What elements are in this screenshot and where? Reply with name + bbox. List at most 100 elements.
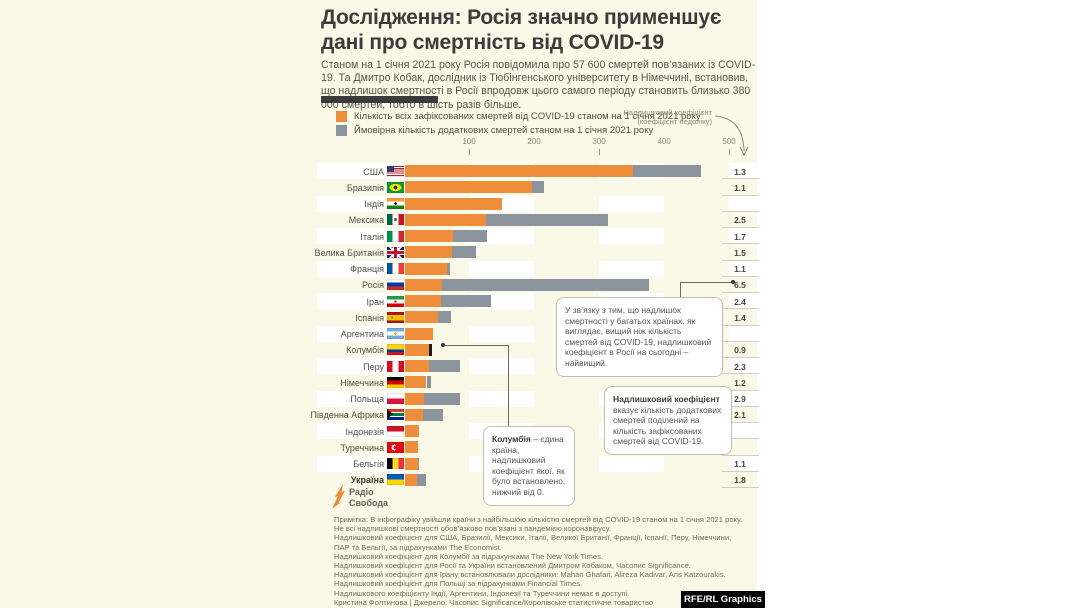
note-line: Надлишковий коефіцієнт для Польщі за під… [334, 579, 583, 589]
excess-deaths-bar [423, 392, 460, 405]
br-flag-icon [387, 181, 404, 193]
recorded-deaths-bar [405, 425, 420, 437]
excess-coefficient-value: 1.2 [734, 377, 746, 388]
excess-coefficient-value: 6.5 [734, 280, 746, 291]
country-label: Мексика [348, 215, 384, 226]
ru-flag-icon [387, 279, 404, 291]
id-flag-icon [387, 425, 404, 437]
russia-callout-connector [680, 282, 681, 298]
coefficient-divider [722, 292, 759, 293]
country-label: Перу [363, 361, 384, 372]
colombia-callout: Колумбія – єдина країна, надлишковий кое… [483, 426, 575, 506]
ar-flag-icon [387, 328, 404, 339]
recorded-deaths-bar [405, 213, 487, 226]
chart-row: Південна Африка 2.1 [310, 407, 759, 423]
us-flag-icon [387, 165, 404, 177]
chart-row: Колумбія 0.9 [317, 342, 759, 358]
axis-tick-label: 300 [592, 137, 606, 146]
title-divider [321, 96, 438, 103]
coefficient-divider [722, 308, 759, 310]
legend-item: Ймовірна кількість додаткових смертей ст… [336, 124, 701, 136]
axis-tick-mark [599, 149, 600, 155]
excess-coefficient-value: 1.5 [734, 247, 746, 258]
coefficient-arrow-icon [714, 115, 749, 157]
gb-flag-icon [387, 246, 404, 258]
country-label: Бельгія [353, 459, 384, 469]
recorded-deaths-bar [405, 230, 454, 242]
coefficient-definition-body: вказує кількість додаткових смертей поді… [613, 404, 722, 447]
axis-tick-label: 100 [462, 137, 476, 146]
chart-row: Україна 1.8 [317, 472, 759, 488]
chart-row: Індія [317, 195, 759, 212]
excess-deaths-bar [437, 311, 451, 324]
note-line: Не всі надлишкові смертності обов’язково… [334, 524, 611, 534]
coefficient-divider [722, 357, 759, 358]
coefficient-divider [722, 210, 759, 212]
infographic-canvas: Дослідження: Росія значно применшує дані… [0, 0, 759, 608]
excess-coefficient-value: 1.1 [734, 264, 746, 274]
chart-row: Іспанія 1.4 [317, 309, 759, 326]
coefficient-divider [722, 275, 759, 277]
excess-coefficient-value: 2.1 [734, 410, 746, 421]
coefficient-definition-title: Надлишковий коефіцієнт [613, 394, 720, 404]
axis-tick-mark [469, 149, 470, 155]
excess-deaths-bar [442, 278, 649, 291]
it-flag-icon [387, 230, 404, 242]
legend-swatch [336, 110, 347, 122]
excess-deaths-bar [632, 165, 701, 177]
coefficient-divider [722, 324, 759, 326]
recorded-deaths-bar [405, 246, 453, 259]
coefficient-divider [722, 487, 759, 488]
axis-tick-mark [729, 149, 730, 155]
page-title: Дослідження: Росія значно применшує дані… [321, 6, 722, 54]
es-flag-icon [387, 311, 404, 323]
mx-flag-icon [387, 214, 404, 226]
chart-row: Мексика 2.5 [317, 212, 759, 228]
excess-coefficient-value: 1.3 [734, 166, 746, 177]
recorded-deaths-bar [405, 165, 633, 177]
coefficient-divider [722, 259, 759, 261]
chart-row: США 1.3 [317, 163, 759, 180]
recorded-deaths-bar [405, 360, 430, 372]
coefficient-divider [722, 470, 759, 472]
excess-deaths-bar [417, 457, 419, 470]
chart-row: Туреччина [317, 439, 759, 456]
recorded-deaths-bar [405, 441, 418, 454]
coefficient-divider [722, 243, 759, 245]
ir-flag-icon [387, 295, 404, 307]
pl-flag-icon [387, 393, 404, 404]
russia-callout-dot [731, 280, 735, 284]
country-label: Італія [360, 231, 384, 242]
coefficient-divider [722, 194, 759, 196]
excess-deaths-bar [486, 213, 609, 226]
country-label: Польща [350, 394, 384, 404]
axis-tick-label: 200 [527, 137, 541, 146]
legend-item: Кількість всіх зафіксованих смертей від … [336, 110, 701, 122]
excess-coefficient-value: 1.4 [734, 312, 746, 323]
country-label: Іспанія [355, 312, 384, 323]
excess-coefficient-value: 2.9 [734, 394, 746, 404]
excess-coefficient-value: 2.5 [734, 215, 746, 226]
russia-callout: У зв’язку з тим, що надлишок смертності … [556, 297, 723, 377]
colombia-callout-body: – єдина країна, надлишковий коефіцієнт я… [492, 434, 566, 497]
coefficient-divider [722, 422, 759, 423]
country-label: Німеччина [340, 377, 384, 388]
excess-coefficient-value: 1.8 [734, 475, 746, 486]
recorded-deaths-bar [405, 392, 424, 405]
colombia-callout-connector [508, 345, 509, 427]
russia-callout-connector [680, 282, 732, 283]
colombia-callout-connector [445, 345, 509, 346]
coefficient-divider [722, 389, 759, 391]
country-label: Аргентина [340, 329, 384, 339]
tr-flag-icon [387, 441, 404, 453]
excess-deaths-bar [452, 246, 477, 259]
country-label: Індія [364, 199, 384, 209]
pe-flag-icon [387, 360, 404, 372]
chart-row: Німеччина 1.2 [317, 374, 759, 391]
co-flag-icon [387, 344, 404, 356]
recorded-deaths-bar [405, 457, 418, 470]
country-label: Іран [366, 296, 384, 307]
recorded-deaths-bar [405, 295, 441, 307]
excess-deaths-bar [440, 295, 491, 307]
ua-flag-icon [387, 474, 404, 486]
